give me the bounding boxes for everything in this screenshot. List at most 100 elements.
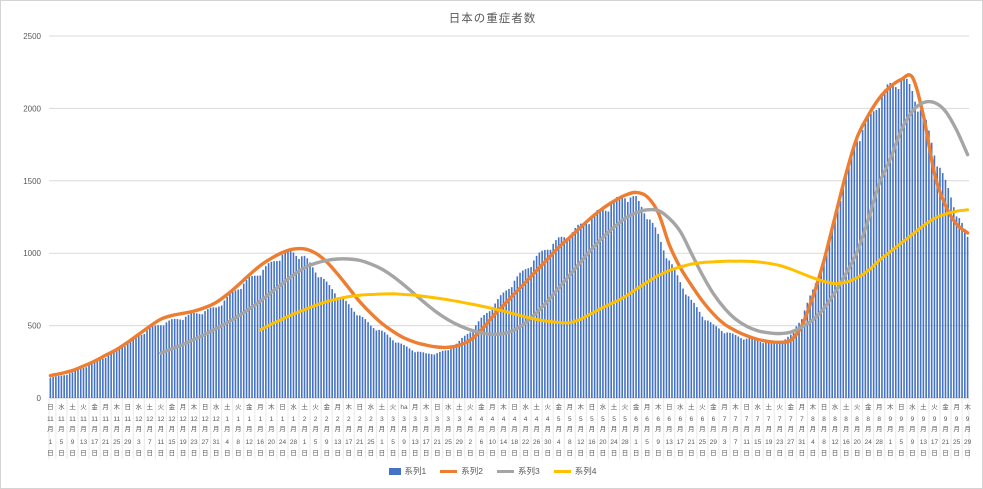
x-label-month-num: 4 [468, 416, 472, 423]
bar [952, 207, 955, 398]
bar [964, 228, 966, 398]
x-axis-label: 木 6 月 9 日 [655, 402, 662, 457]
bar [306, 258, 309, 398]
bar [176, 319, 179, 398]
bar [104, 357, 107, 398]
x-label-day-suffix: 日 [721, 449, 728, 457]
x-label-day-num: 5 [899, 439, 903, 446]
x-axis-label: 木 9 月 1 日 [887, 402, 894, 457]
x-label-weekday: 水 [136, 402, 143, 411]
bar [557, 237, 560, 398]
x-label-month-num: 8 [811, 416, 815, 423]
x-axis-label: 木 1 月 20 日 [268, 402, 276, 457]
x-label-month-suffix: 月 [357, 425, 364, 433]
x-label-day-num: 31 [798, 439, 806, 446]
bar [85, 367, 88, 398]
x-label-day-num: 25 [367, 439, 375, 446]
x-label-day-suffix: 日 [246, 449, 253, 457]
x-label-month-num: 9 [933, 416, 937, 423]
x-axis-label: 木 9 月 29 日 [964, 402, 972, 457]
x-axis-label: 水 6 月 17 日 [677, 402, 685, 457]
x-axis-label: 月 5 月 8 日 [567, 403, 574, 457]
bar [452, 347, 455, 398]
x-axis-label: 火 1 月 8 日 [235, 404, 242, 457]
x-label-month-suffix: 月 [423, 425, 430, 433]
x-axis-label: 土 6 月 21 日 [688, 402, 696, 457]
x-label-day-num: 16 [257, 439, 265, 446]
x-label-weekday: 土 [379, 402, 386, 411]
x-axis-label: 水 4 月 22 日 [522, 402, 530, 457]
legend-item-系列3[interactable]: 系列3 [497, 465, 540, 477]
x-axis-label: 月 1 月 16 日 [257, 403, 265, 457]
bar [850, 152, 853, 398]
legend-item-系列2[interactable]: 系列2 [440, 465, 483, 477]
x-label-weekday: 土 [69, 402, 76, 411]
bar [342, 298, 344, 398]
x-axis-label: 月 9 月 25 日 [953, 403, 961, 457]
x-label-weekday: 水 [445, 402, 452, 411]
x-label-month-num: 2 [325, 416, 329, 423]
x-label-day-suffix: 日 [810, 449, 817, 457]
x-label-month-suffix: 月 [931, 425, 938, 433]
x-label-day-num: 1 [49, 439, 53, 446]
x-label-weekday: 土 [611, 402, 618, 411]
x-label-month-suffix: 月 [865, 425, 872, 433]
x-label-day-num: 9 [325, 439, 329, 446]
bar [947, 188, 950, 398]
x-label-day-num: 25 [445, 439, 453, 446]
bar [596, 210, 599, 398]
bar [394, 342, 397, 398]
x-label-month-suffix: 月 [688, 425, 695, 433]
x-label-day-suffix: 日 [677, 449, 684, 457]
legend-item-系列1[interactable]: 系列1 [388, 465, 426, 477]
x-label-month-suffix: 月 [589, 425, 596, 433]
bar [223, 300, 226, 398]
bar [759, 342, 762, 398]
legend-item-系列4[interactable]: 系列4 [553, 465, 596, 477]
bar [524, 269, 527, 398]
bar [814, 283, 817, 398]
bar [966, 236, 969, 398]
x-label-day-suffix: 日 [876, 449, 883, 457]
x-label-day-num: 25 [953, 439, 961, 446]
bar [922, 112, 925, 398]
bar [251, 276, 253, 398]
x-label-day-suffix: 日 [777, 449, 784, 457]
bar [698, 311, 701, 398]
bar [602, 209, 604, 398]
x-axis-label: 土 3 月 1 日 [379, 402, 386, 457]
bar [806, 302, 809, 398]
bar [336, 297, 339, 398]
x-label-day-suffix: 日 [931, 449, 938, 457]
bar [331, 289, 333, 398]
x-label-month-suffix: 月 [268, 425, 275, 433]
bar [660, 241, 662, 398]
x-label-day-suffix: 日 [290, 449, 297, 457]
x-label-month-suffix: 月 [489, 425, 496, 433]
x-label-day-suffix: 日 [91, 449, 98, 457]
x-axis-label: 火 5 月 28 日 [621, 404, 629, 457]
bar [430, 354, 433, 398]
x-label-day-suffix: 日 [953, 449, 960, 457]
x-axis-label: 金 9 月 21 日 [942, 402, 950, 457]
x-axis-label: 木 8 月 4 日 [810, 402, 817, 457]
bar [740, 338, 742, 398]
x-label-day-num: 2 [468, 439, 472, 446]
bar [397, 342, 400, 398]
bar [560, 236, 563, 398]
x-label-day-suffix: 日 [102, 449, 109, 457]
bar [754, 339, 756, 398]
x-label-day-num: 11 [158, 439, 165, 446]
bar [817, 277, 820, 398]
bar [220, 305, 223, 398]
x-label-day-suffix: 日 [279, 449, 286, 457]
bar [328, 284, 331, 398]
bar [870, 113, 872, 398]
x-label-day-num: 29 [710, 439, 718, 446]
x-label-day-suffix: 日 [334, 449, 341, 457]
x-label-month-suffix: 月 [522, 425, 529, 433]
x-label-weekday: 火 [80, 404, 87, 411]
x-label-month-suffix: 月 [810, 425, 817, 433]
x-axis-label: 金 12 月 15 日 [168, 402, 176, 457]
x-label-weekday: 月 [412, 403, 419, 411]
